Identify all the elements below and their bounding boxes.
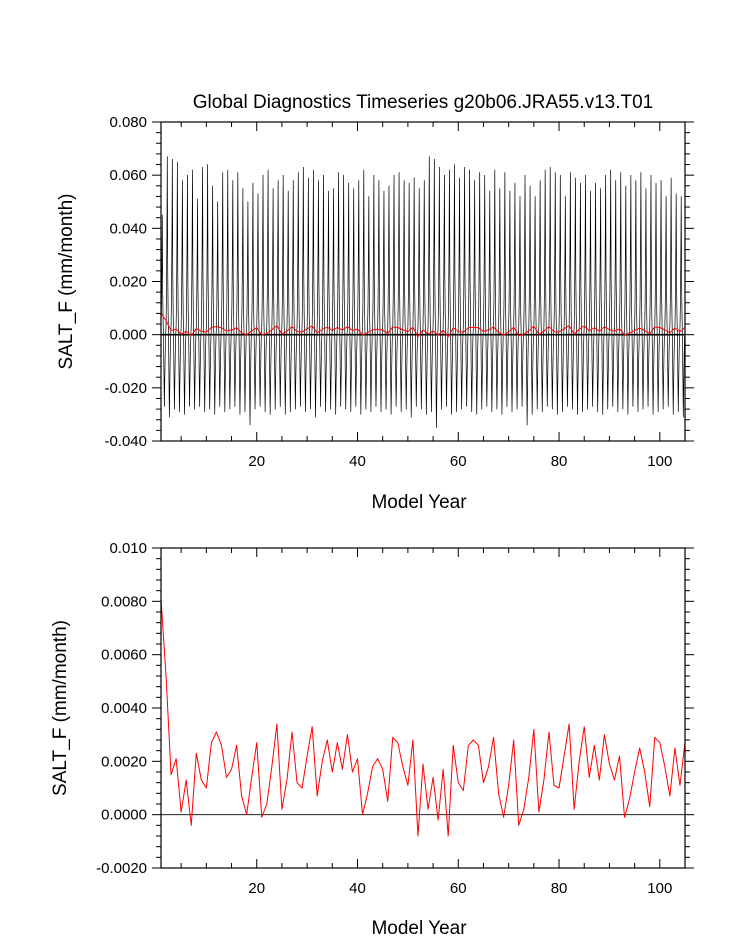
chart-0-y-tick-label: 0.020 bbox=[109, 274, 147, 291]
top-timeseries-chart: 20 40 60 80 100 -0.040 -0.020 0.000 0.020 0.040 0.… bbox=[56, 92, 694, 513]
chart-0-title: Global Diagnostics Timeseries g20b06.JRA… bbox=[193, 92, 653, 113]
chart-0-x-tick-label: 60 bbox=[450, 453, 467, 470]
chart-1-y-tick-label: -0.0020 bbox=[96, 860, 147, 877]
chart-0-y-tick-label: -0.020 bbox=[104, 380, 147, 397]
chart-1-y-tick-label: 0.0060 bbox=[101, 647, 147, 664]
chart-0-monthly-series-line bbox=[160, 156, 685, 429]
chart-0-x-tick-label: 20 bbox=[248, 453, 265, 470]
chart-0-y-tick-label: 0.000 bbox=[109, 327, 147, 344]
chart-1-y-axis-title: SALT_F (mm/month) bbox=[50, 620, 71, 796]
chart-0-x-tick-label: 40 bbox=[349, 453, 366, 470]
chart-0-annual-mean-line bbox=[160, 312, 686, 338]
chart-0-y-tick-label: 0.040 bbox=[109, 220, 147, 237]
chart-1-frame bbox=[160, 547, 686, 869]
bottom-annual-mean-chart: 20 40 60 80 100 -0.0020 0.0000 0.0020 0.0040 0.00… bbox=[50, 540, 694, 939]
chart-1-y-tick-label: 0.0020 bbox=[101, 753, 147, 770]
chart-1-y-tick-label: 0.0080 bbox=[101, 593, 147, 610]
chart-0-x-axis-title: Model Year bbox=[371, 492, 467, 513]
chart-1-x-tick-label: 60 bbox=[450, 880, 467, 897]
chart-0-y-tick-label: -0.040 bbox=[104, 433, 147, 450]
chart-1-y-tick-label: 0.0040 bbox=[101, 700, 147, 717]
chart-1-annual-mean-line bbox=[160, 598, 686, 837]
chart-0-y-axis-title: SALT_F (mm/month) bbox=[56, 194, 77, 370]
chart-1-x-tick-label: 40 bbox=[349, 880, 366, 897]
chart-1-y-tick-label: 0.0000 bbox=[101, 807, 147, 824]
chart-1-x-tick-label: 80 bbox=[551, 880, 568, 897]
chart-1-x-axis-title: Model Year bbox=[371, 918, 467, 939]
chart-1-y-tick-label: 0.010 bbox=[109, 540, 147, 557]
chart-1-x-tick-label: 100 bbox=[647, 880, 672, 897]
chart-0-y-tick-label: 0.080 bbox=[109, 114, 147, 131]
chart-0-x-tick-label: 100 bbox=[647, 453, 672, 470]
chart-0-y-tick-label: 0.060 bbox=[109, 167, 147, 184]
chart-1-x-tick-label: 20 bbox=[248, 880, 265, 897]
chart-0-x-tick-label: 80 bbox=[551, 453, 568, 470]
